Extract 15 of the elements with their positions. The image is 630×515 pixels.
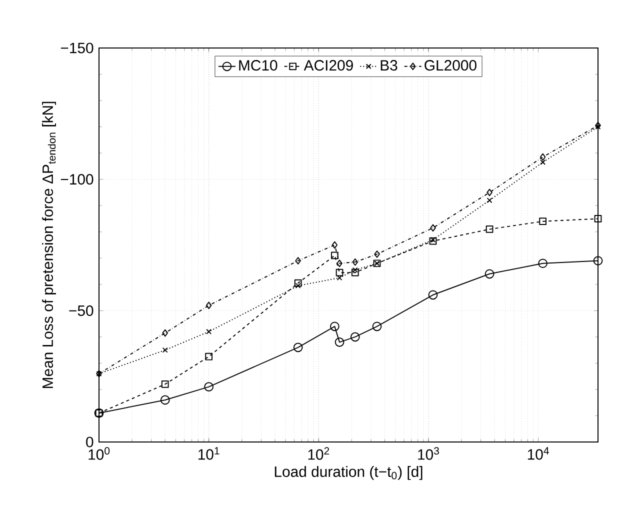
x-tick-label: 10$^{4}$	[528, 447, 549, 460]
legend-label: GL2000	[424, 60, 476, 71]
legend-label: MC10	[239, 60, 278, 71]
legend-label: B3	[380, 60, 398, 71]
y-tick-label: −50	[69, 305, 94, 316]
y-tick-label: −100	[60, 174, 94, 185]
x-axis-title: Load duration (t−t$_{0}$) [d]	[274, 466, 422, 480]
y-tick-label: −150	[60, 42, 94, 54]
x-tick-label: 10$^{3}$	[418, 447, 439, 460]
y-tick-label: 0	[86, 436, 94, 448]
x-tick-label: 10$^{2}$	[308, 447, 330, 460]
y-axis-title: Mean Loss of pretension force ΔP$_{tendon}$ [kN]	[42, 102, 56, 388]
x-tick-label: 10$^{1}$	[198, 447, 220, 460]
legend-label: ACI209	[304, 60, 353, 71]
x-tick-label: 10$^{0}$	[88, 447, 110, 460]
